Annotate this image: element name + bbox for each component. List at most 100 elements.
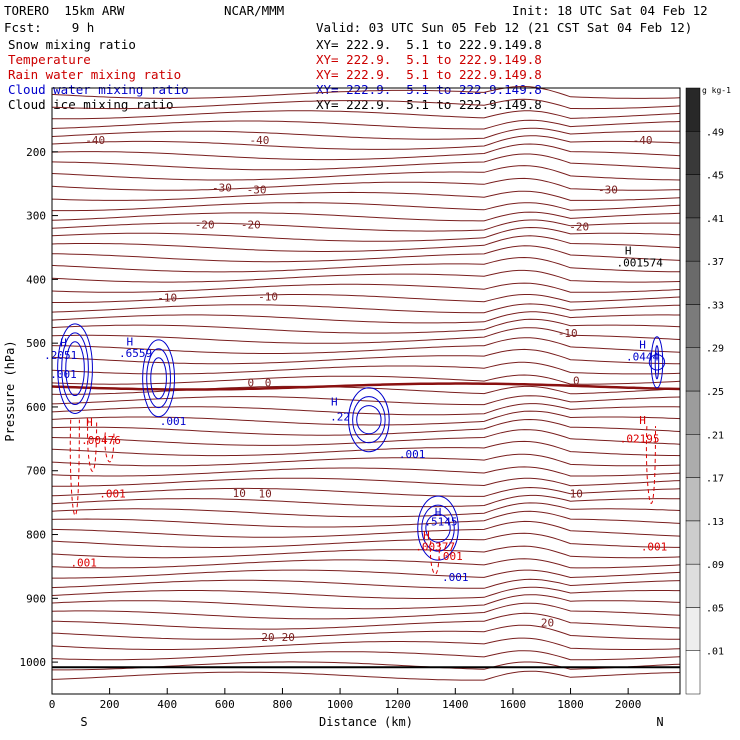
rain-label: .001 (70, 556, 97, 569)
cloud-water-contour (425, 513, 451, 543)
isotherm-line (51, 165, 681, 181)
isotherm-line (51, 361, 681, 375)
colorbar-label: .29 (706, 344, 724, 355)
colorbar-label: .05 (706, 603, 724, 614)
cloud-water-label: .22 (330, 410, 350, 423)
plot-frame (51, 87, 681, 695)
x-axis-end-label-north: N (656, 715, 663, 729)
temperature-label: 20 (541, 616, 554, 629)
colorbar-segment (685, 520, 701, 565)
isotherm-line (51, 429, 681, 446)
isotherm-line (51, 282, 681, 293)
cloud-water-label: .6559 (119, 347, 152, 360)
isotherm-line (51, 219, 680, 232)
isotherm-line (51, 235, 681, 252)
rain-label: H (86, 416, 93, 429)
isotherm-line (51, 532, 680, 548)
isotherm-line (51, 486, 681, 497)
isotherm-line (51, 418, 681, 436)
colorbar-label: .49 (706, 127, 724, 138)
hydrometeor-fields (57, 323, 666, 575)
rain-label: .00377 (415, 540, 455, 553)
isotherm-line (51, 98, 681, 110)
temperature-label: -40 (85, 134, 105, 147)
isotherm-line (52, 569, 681, 579)
isotherm-line (51, 318, 681, 334)
rain-label: H (639, 414, 646, 427)
isotherm-line (51, 670, 681, 681)
rain-label: .001 (436, 550, 463, 563)
cloud-water-label: .001 (50, 368, 77, 381)
isotherm-line (51, 502, 681, 518)
isotherm-line (51, 135, 681, 150)
chart-axes: 0 200 400 600 800 1000 1200 1400 1600 1800 2000200… (3, 87, 681, 729)
x-tick-label: 1800 (557, 698, 584, 711)
isotherm-line (51, 510, 681, 528)
model-title: TORERO 15km ARW (4, 3, 125, 18)
y-tick-label: 900 (26, 592, 46, 605)
colorbar-segment (685, 131, 701, 175)
temperature-label: -20 (569, 220, 589, 233)
cloud-ice-label: H (625, 244, 632, 257)
isotherm-line (51, 211, 681, 222)
isotherm-line (51, 586, 680, 599)
cloud-water-contour (146, 348, 171, 409)
cloud-water-label: .001 (442, 571, 469, 584)
cloud-water-contour (356, 405, 382, 435)
isotherm-line (51, 226, 681, 242)
y-tick-label: 700 (26, 465, 46, 478)
temperature-label: -40 (633, 134, 653, 147)
isotherm-line (51, 348, 680, 365)
isotherm-line (51, 256, 680, 273)
isotherm-line (51, 85, 681, 99)
rain-label: .02195 (620, 433, 660, 446)
chart-labels: -40 -40 -40-30 -30 -30-20 -20 -20-10 -10-100 0 01… (44, 134, 667, 644)
temperature-label: 10 (259, 488, 272, 501)
x-tick-label: 400 (157, 698, 177, 711)
field-name-snow: Snow mixing ratio (8, 37, 136, 52)
x-tick-label: 800 (273, 698, 293, 711)
cloud-water-contour (352, 396, 386, 444)
field-name-temperature: Temperature (8, 52, 91, 67)
colorbar-unit: g kg-1 (702, 86, 731, 95)
y-tick-label: 200 (26, 146, 46, 159)
temperature-label: -20 (241, 218, 261, 231)
colorbar-segment (685, 260, 701, 305)
temperature-label: -30 (598, 183, 618, 196)
colorbar-label: .37 (706, 257, 724, 268)
valid-time: Valid: 03 UTC Sun 05 Feb 12 (21 CST Sat … (316, 20, 693, 35)
y-tick-label: 600 (26, 401, 46, 414)
cloud-water-contour (421, 504, 455, 552)
x-tick-label: 2000 (615, 698, 642, 711)
isotherm-line (51, 650, 681, 661)
isotherm-line (51, 303, 681, 314)
temperature-label: 0 (265, 377, 272, 390)
x-tick-label: 200 (100, 698, 120, 711)
colorbar-segment (685, 477, 701, 522)
field-name-cloud-water: Cloud water mixing ratio (8, 82, 189, 97)
cloud-water-label: .001 (160, 415, 187, 428)
colorbar-label: .09 (706, 560, 724, 571)
temperature-label: 20 (282, 631, 295, 644)
isotherm-line (51, 494, 681, 508)
y-tick-label: 400 (26, 273, 46, 286)
cloud-water-contour (417, 495, 459, 561)
isotherm-line (51, 410, 681, 426)
rain-label: .001 (641, 540, 668, 553)
cloud-water-label: H (331, 396, 338, 409)
colorbar: .01 .05 .09 .13 .17 .21 .25 .29 .33 .37 .41 .45 .49 g… (685, 86, 731, 695)
temperature-label: -30 (212, 181, 232, 194)
x-axis-title: Distance (km) (319, 715, 413, 729)
temperature-label: -20 (195, 218, 215, 231)
x-tick-label: 600 (215, 698, 235, 711)
cloud-water-contour (57, 323, 93, 414)
isotherm-line (51, 602, 681, 620)
isotherm-line (51, 153, 681, 171)
cloud-water-label: .2051 (44, 349, 77, 362)
isotherm-line (51, 520, 681, 538)
colorbar-segment (685, 563, 701, 608)
isotherm-line (51, 578, 681, 589)
rain-contour (429, 540, 440, 575)
colorbar-segment (685, 347, 701, 392)
